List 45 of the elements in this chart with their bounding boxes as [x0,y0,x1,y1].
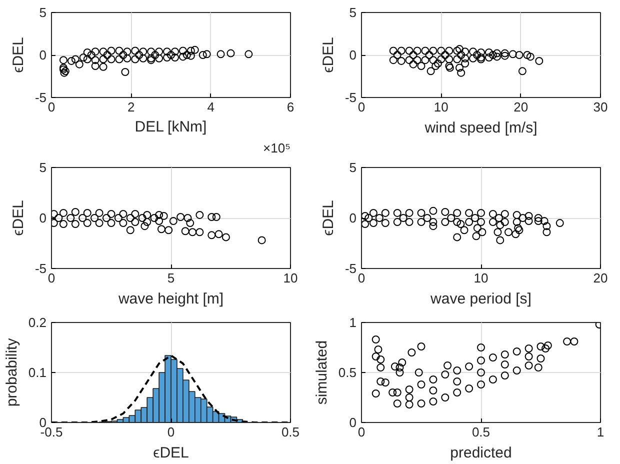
x-axis-title: predicted [450,444,512,462]
text: ×10⁵ [263,140,291,156]
y-axis-title: ϵDEL [320,37,337,73]
y-tick-label: 0.2 [28,315,47,330]
x-axis-title: wave period [s] [430,290,532,308]
y-tick-label: 1 [349,315,357,330]
y-tick-label: 5 [349,5,357,20]
x-tick-label: 6 [286,100,294,114]
y-axis-title: simulated [313,340,330,405]
x-tick-label: 5 [167,270,175,286]
x-axis-title: DEL [kNm] [134,118,207,136]
x-tick-label: 0.5 [472,424,490,440]
x-tick-label: 0 [167,424,175,440]
x-axis-title: wind speed [m/s] [424,120,538,136]
y-tick-label: 0 [39,210,47,226]
y-tick-label: 0.1 [28,365,47,380]
y-axis-title: ϵDEL [10,37,27,73]
y-tick-label: 5 [349,160,357,175]
y-tick-label: -5 [34,90,47,105]
y-tick-label: 0 [349,210,357,226]
x-axis-title: wave height [m] [117,290,224,308]
x-tick-label: 0.5 [281,424,300,440]
x-tick-label: 10 [434,100,448,114]
x-tick-label: 30 [593,100,608,114]
y-tick-label: 5 [39,160,47,175]
y-tick-label: -5 [34,261,47,276]
y-axis-title: ϵDEL [320,200,337,236]
x-tick-label: 10 [283,270,298,286]
x-tick-label: 20 [593,270,608,286]
x-tick-label: 1 [596,424,604,440]
y-axis-title: probability [3,338,20,407]
y-tick-label: 0.5 [338,365,357,380]
y-tick-label: -5 [344,261,357,276]
y-tick-label: 5 [39,5,47,20]
x-tick-label: 2 [128,100,135,114]
y-tick-label: 0 [349,48,357,62]
x-tick-label: 4 [207,100,214,114]
x-axis-title: ϵDEL [153,444,189,462]
y-axis-title: ϵDEL [10,200,27,236]
y-tick-label: 0 [39,48,47,62]
y-tick-label: 0 [39,415,47,430]
y-tick-label: -5 [344,90,357,105]
x-tick-label: 10 [474,270,488,286]
y-tick-label: 0 [349,415,357,430]
x-tick-label: 20 [514,100,528,114]
